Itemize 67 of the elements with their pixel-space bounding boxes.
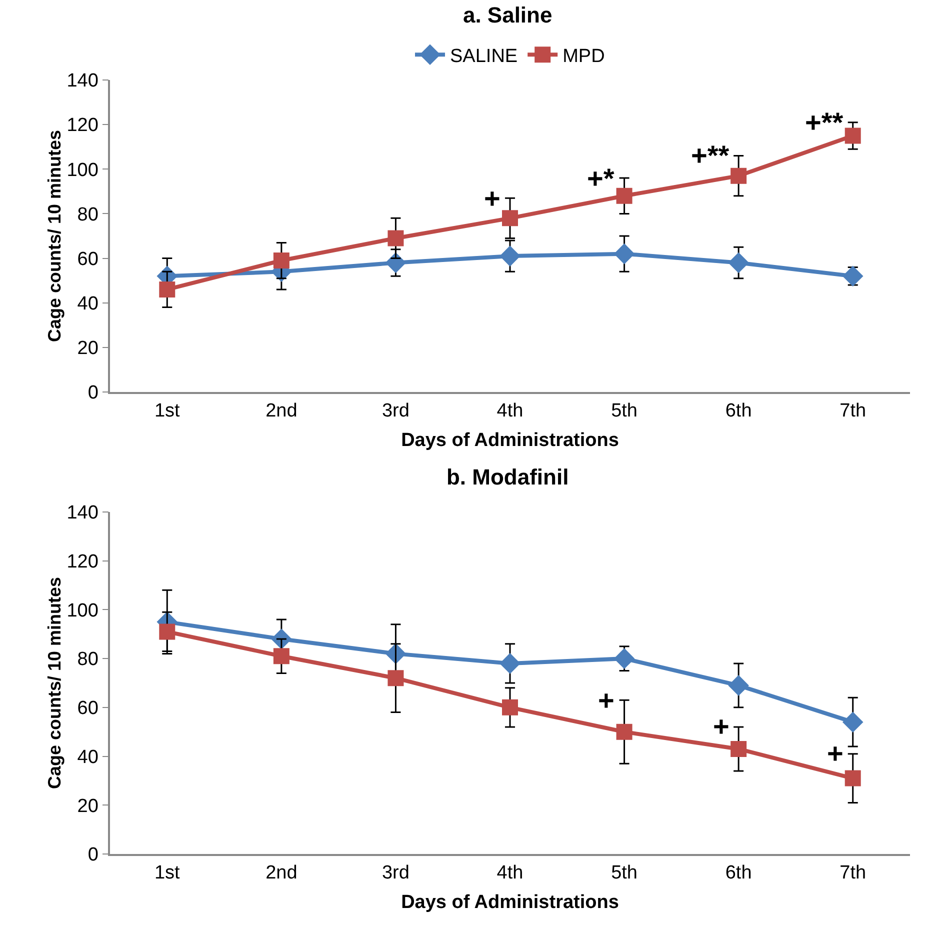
y-tick-label: 20 [77,338,98,360]
y-tick-label: 60 [77,698,98,720]
point [842,712,864,732]
point [500,246,520,266]
annotation: + [598,685,614,716]
point [502,699,518,716]
y-axis-title: Cage counts/ 10 minutes [44,576,65,790]
x-axis-title: Days of Administrations [401,430,619,451]
x-tick-label: 7th [840,400,866,422]
x-tick-label: 7th [840,862,866,884]
point [842,266,864,287]
point [616,724,632,740]
point [616,188,632,204]
y-tick-label: 140 [66,502,98,524]
x-tick-label: 6th [725,400,752,422]
y-tick-label: 80 [77,649,98,670]
point [728,252,749,274]
y-tick-label: 120 [66,552,98,573]
y-tick-label: 100 [66,600,98,622]
y-tick-label: 20 [77,796,98,817]
y-tick-label: 120 [66,115,98,136]
point [159,281,176,298]
point [730,740,747,757]
y-tick-label: 40 [77,746,98,768]
point [388,670,404,686]
chart-title: a. Saline [462,2,552,28]
x-tick-label: 5th [611,400,638,422]
x-tick-label: 3rd [382,400,410,422]
x-tick-label: 4th [496,862,524,884]
x-tick-label: 1st [154,400,181,422]
x-axis-title: Days of Administrations [401,892,619,913]
y-tick-label: 0 [88,844,98,866]
y-tick-label: 40 [77,294,98,315]
legend-label: SALINE [450,46,518,68]
annotation: + [827,738,844,769]
x-tick-label: 2nd [266,862,298,884]
annotation: +** [805,107,844,138]
y-tick-label: 60 [77,248,98,270]
x-tick-label: 3rd [382,862,410,884]
point [502,210,518,226]
annotation: +** [691,140,730,171]
x-tick-label: 2nd [266,400,298,422]
chart-title: b. Modafinil [446,464,569,490]
point [273,252,290,269]
point [844,770,861,786]
x-tick-label: 4th [496,400,524,422]
x-tick-label: 5th [611,862,638,884]
y-tick-label: 80 [77,204,98,226]
y-tick-label: 100 [66,160,98,181]
legend-label: MPD [562,46,605,68]
y-axis-title: Cage counts/ 10 minutes [44,130,65,342]
point [730,168,747,184]
x-tick-label: 6th [725,862,752,884]
point [614,648,635,669]
point [159,624,176,640]
annotation: + [484,183,500,214]
point [388,230,404,246]
point [728,675,749,696]
annotation: + [713,711,730,742]
y-tick-label: 140 [66,70,98,92]
point [614,243,635,264]
annotation: +* [587,163,614,194]
y-tick-label: 0 [88,382,98,404]
point [500,653,520,674]
x-tick-label: 1st [154,862,181,884]
point [273,648,290,664]
point [844,128,861,144]
